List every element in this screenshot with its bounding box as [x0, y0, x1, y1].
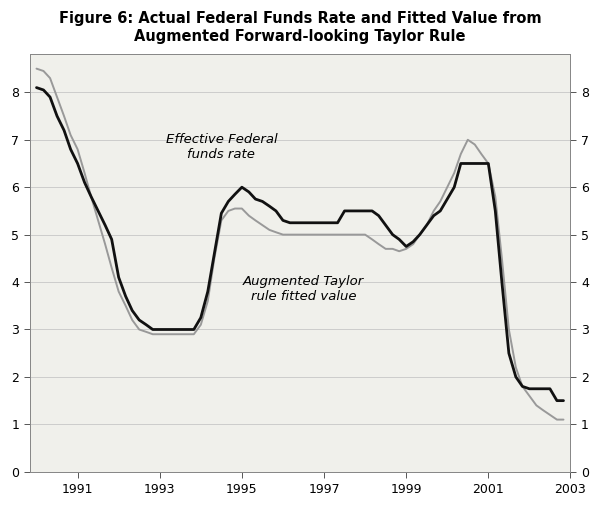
- Title: Figure 6: Actual Federal Funds Rate and Fitted Value from
Augmented Forward-look: Figure 6: Actual Federal Funds Rate and …: [59, 11, 541, 44]
- Text: Augmented Taylor
rule fitted value: Augmented Taylor rule fitted value: [243, 275, 364, 303]
- Text: Effective Federal
funds rate: Effective Federal funds rate: [166, 133, 277, 161]
